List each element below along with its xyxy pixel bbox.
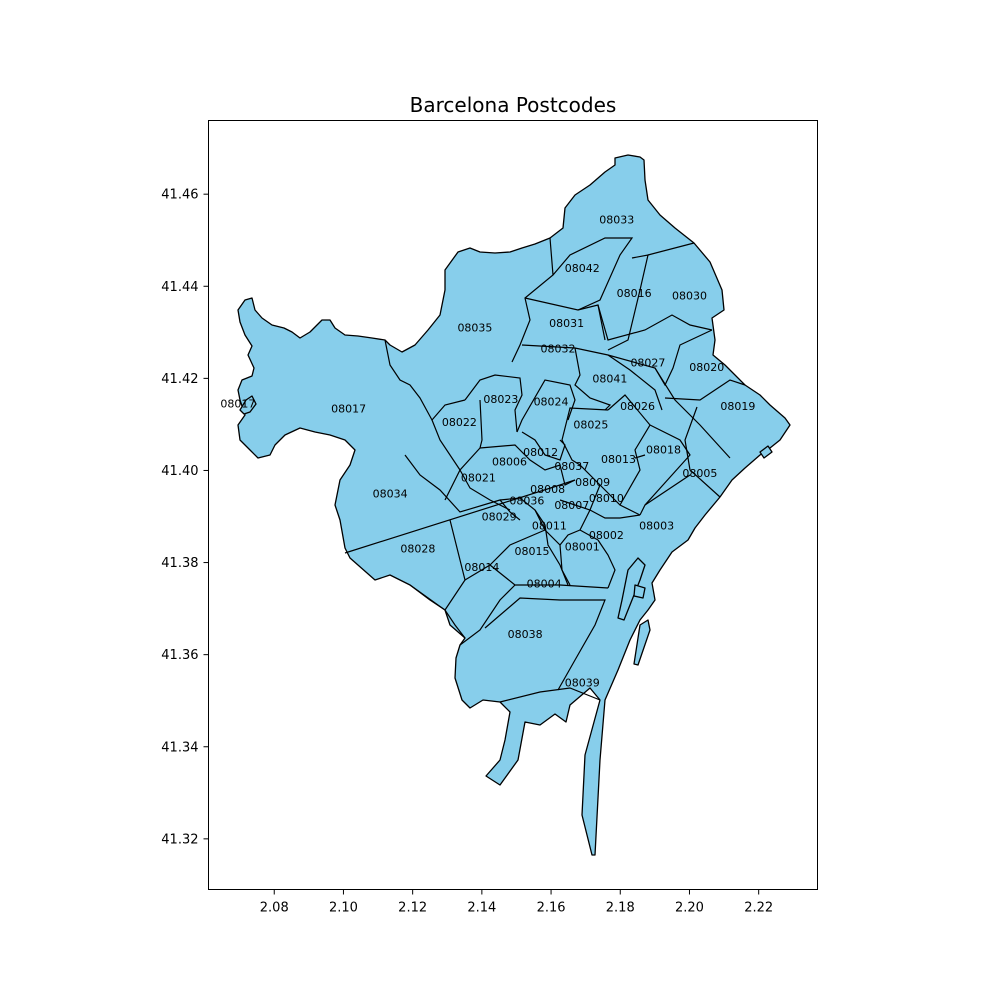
x-tick-label: 2.22 — [744, 901, 773, 916]
postcode-label: 08004 — [527, 577, 562, 590]
postcode-label: 08007 — [554, 499, 589, 512]
x-tick-label: 2.10 — [329, 901, 358, 916]
postcode-label: 08039 — [565, 676, 600, 689]
postcode-label: 08020 — [689, 361, 724, 374]
x-tick-label: 2.14 — [467, 901, 496, 916]
postcode-label: 08031 — [549, 317, 584, 330]
x-tick-label: 2.12 — [398, 901, 427, 916]
postcode-label: 08009 — [575, 476, 610, 489]
y-axis: 41.32 41.34 41.36 41.38 41.40 41.42 41.44 41.46 — [161, 188, 209, 847]
postcode-label: 08024 — [534, 395, 569, 408]
y-tick-label: 41.42 — [161, 372, 198, 387]
postcode-label: 08036 — [509, 494, 544, 507]
x-tick-label: 2.08 — [260, 901, 289, 916]
postcode-label: 08029 — [482, 511, 517, 524]
y-tick-label: 41.34 — [161, 740, 198, 755]
postcode-label: 08021 — [461, 471, 496, 484]
postcode-label: 08042 — [565, 262, 600, 275]
postcode-label: 08001 — [565, 540, 600, 553]
postcode-label: 08013 — [601, 453, 636, 466]
postcode-label: 08002 — [589, 529, 624, 542]
postcode-label: 08006 — [492, 455, 527, 468]
postcode-label: 08019 — [720, 400, 755, 413]
port-dock — [633, 584, 646, 599]
y-tick-label: 41.32 — [161, 832, 198, 847]
postcode-labels: 08017 08017 08035 08033 08042 08016 08030 08031… — [220, 214, 755, 690]
port-dock — [633, 619, 651, 666]
x-tick-label: 2.16 — [537, 901, 566, 916]
postcode-label: 08018 — [646, 444, 681, 457]
postcode-label: 08032 — [540, 342, 575, 355]
postcode-label: 08035 — [457, 322, 492, 335]
y-tick-label: 41.44 — [161, 280, 198, 295]
postcode-label: 08017 — [331, 402, 366, 415]
y-tick-label: 41.38 — [161, 556, 198, 571]
axes-frame — [208, 120, 818, 890]
postcode-label: 08028 — [400, 543, 435, 556]
port-dock — [759, 445, 773, 459]
port-pier — [617, 557, 646, 621]
postcode-label: 08017 — [220, 398, 255, 411]
western-enclave — [239, 395, 257, 415]
postcode-label: 08026 — [620, 400, 655, 413]
postcode-label: 08025 — [573, 418, 608, 431]
x-axis: 2.08 2.10 2.12 2.14 2.16 2.18 2.20 2.22 — [260, 889, 773, 916]
x-tick-label: 2.20 — [675, 901, 704, 916]
postcode-label: 08010 — [589, 492, 624, 505]
postcode-label: 08014 — [464, 561, 499, 574]
postcode-label: 08038 — [508, 628, 543, 641]
postcode-label: 08003 — [639, 520, 674, 533]
y-tick-label: 41.46 — [161, 188, 198, 203]
postcode-label: 08034 — [373, 487, 408, 500]
postcode-label: 08023 — [483, 393, 518, 406]
postcode-boundaries — [344, 237, 746, 703]
postcode-label: 08033 — [599, 214, 634, 227]
y-tick-label: 41.40 — [161, 464, 198, 479]
postcode-label: 08008 — [530, 483, 565, 496]
postcode-label: 08011 — [532, 520, 567, 533]
postcode-label: 08005 — [682, 467, 717, 480]
map-title: Barcelona Postcodes — [410, 93, 617, 117]
postcode-label: 08027 — [630, 356, 665, 369]
postcode-label: 08012 — [523, 446, 558, 459]
postcode-label: 08016 — [617, 287, 652, 300]
x-tick-label: 2.18 — [606, 901, 635, 916]
postcode-label: 08015 — [515, 545, 550, 558]
postcode-label: 08037 — [554, 460, 589, 473]
postcode-label: 08022 — [442, 416, 477, 429]
postcode-label: 08041 — [592, 372, 627, 385]
postcode-label: 08030 — [672, 289, 707, 302]
y-tick-label: 41.36 — [161, 648, 198, 663]
